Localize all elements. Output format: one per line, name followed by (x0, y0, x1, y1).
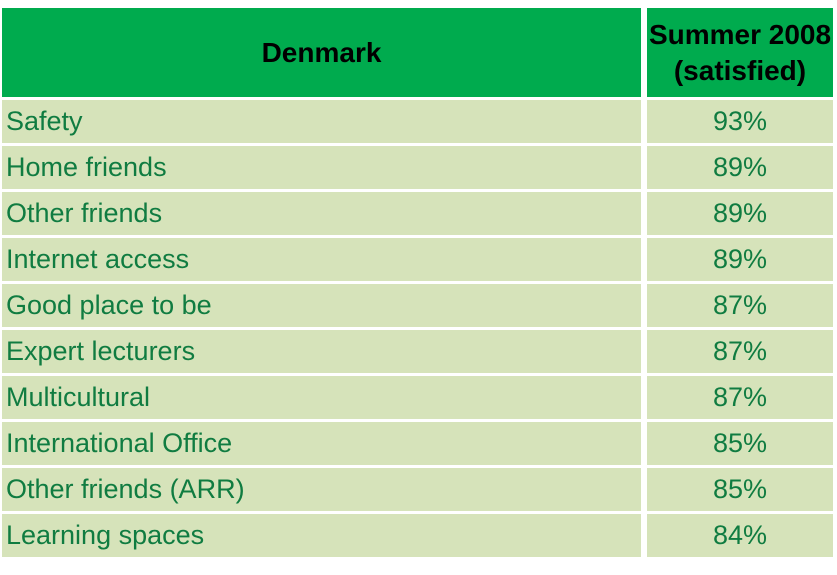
row-value-other-friends: 89% (647, 192, 833, 235)
row-value-home-friends: 89% (647, 146, 833, 189)
row-label-multicultural: Multicultural (2, 376, 641, 419)
row-value-international-office: 85% (647, 422, 833, 465)
column-header-period: Summer 2008 (satisfied) (649, 17, 831, 89)
satisfaction-table: Denmark Summer 2008 (satisfied) Safety 9… (2, 8, 833, 557)
row-value-safety: 93% (647, 100, 833, 143)
row-value-multicultural: 87% (647, 376, 833, 419)
header-cell-country: Denmark (2, 8, 641, 97)
table-title: Denmark (261, 36, 382, 68)
header-cell-period: Summer 2008 (satisfied) (647, 8, 833, 97)
row-value-internet-access: 89% (647, 238, 833, 281)
period-line2: (satisfied) (673, 54, 807, 86)
period-line1: Summer 2008 (648, 18, 832, 50)
row-value-learning-spaces: 84% (647, 514, 833, 557)
row-label-learning-spaces: Learning spaces (2, 514, 641, 557)
row-label-expert-lecturers: Expert lecturers (2, 330, 641, 373)
row-label-other-friends-arr: Other friends (ARR) (2, 468, 641, 511)
row-label-good-place-to-be: Good place to be (2, 284, 641, 327)
row-label-home-friends: Home friends (2, 146, 641, 189)
row-label-internet-access: Internet access (2, 238, 641, 281)
row-value-other-friends-arr: 85% (647, 468, 833, 511)
row-value-expert-lecturers: 87% (647, 330, 833, 373)
row-label-international-office: International Office (2, 422, 641, 465)
row-label-other-friends: Other friends (2, 192, 641, 235)
row-label-safety: Safety (2, 100, 641, 143)
row-value-good-place-to-be: 87% (647, 284, 833, 327)
